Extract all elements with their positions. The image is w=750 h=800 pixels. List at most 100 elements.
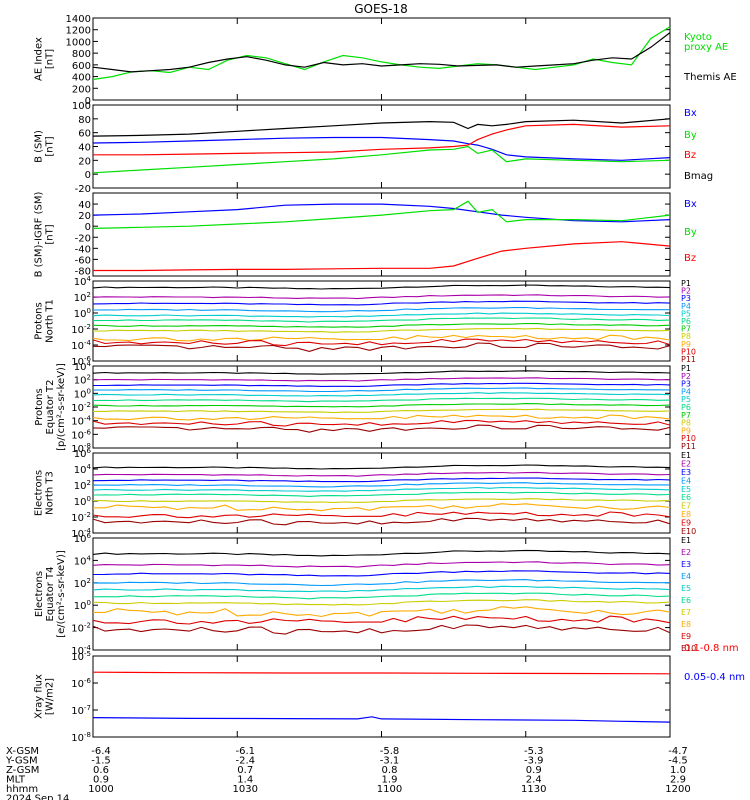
- legend-e1: E1: [681, 451, 691, 460]
- y-tick-label: 1000: [66, 37, 91, 48]
- x-row-value: 1.4: [237, 775, 253, 786]
- x-row-value: 1.9: [382, 775, 398, 786]
- panel-protons-t1: 10-6 10-4 10-2 100 102 104 ProtonsNorth T1 P1P2…: [34, 275, 697, 368]
- y-tick-label: 10-6: [71, 677, 91, 690]
- x-row-value: -3.9: [524, 756, 544, 767]
- series-line-themis-ae: [92, 32, 671, 73]
- channel-line-e6: [92, 491, 671, 497]
- x-row-value: 2.4: [526, 775, 542, 786]
- x-row-value: -1.5: [91, 756, 111, 767]
- y-tick-label: 106: [74, 447, 92, 460]
- y-axis-label: ElectronsNorth T3: [34, 470, 56, 516]
- y-tick-label: 600: [72, 61, 91, 72]
- y-tick-label: 10-5: [71, 650, 91, 663]
- y-axis-label: Xray flux[W/m2]: [34, 674, 56, 719]
- y-tick-label: 10-6: [71, 355, 91, 368]
- y-tick-label: 10-2: [71, 401, 91, 414]
- legend-p2: P2: [681, 372, 691, 381]
- y-tick-label: 10-8: [71, 442, 91, 455]
- y-tick-label: 102: [74, 291, 91, 304]
- x-row-value: 2.9: [670, 775, 686, 786]
- series-line-bx: [92, 136, 671, 161]
- y-tick-label: 10-4: [71, 527, 91, 540]
- channel-line-p3: [93, 382, 671, 387]
- x-row-label: Z-GSM: [6, 765, 39, 776]
- legend-entry: By: [684, 130, 697, 141]
- channel-line-e2: [92, 561, 671, 568]
- channel-line-p8: [93, 327, 671, 333]
- y-tick-label: 40: [78, 200, 91, 211]
- y-tick-label: 1400: [66, 14, 91, 25]
- channel-line-e10: [92, 517, 671, 526]
- legend-entry: 0.1-0.8 nm: [684, 643, 739, 654]
- channel-line-p11: [92, 424, 671, 433]
- y-tick-label: -20: [75, 184, 91, 195]
- x-axis-table: X-GSM -6.4 -6.1 -5.8 -5.3 -4.7 Y-GSM -1.5 -2.4 -3…: [5, 746, 691, 800]
- y-tick-label: -20: [75, 233, 91, 244]
- x-row-label: MLT: [6, 775, 26, 786]
- y-tick-label: 0: [85, 96, 91, 107]
- y-tick-label: 10-2: [71, 323, 91, 336]
- y-tick-label: 10-4: [71, 339, 91, 352]
- legend-e9: E9: [681, 632, 691, 641]
- channel-line-p5: [92, 312, 671, 318]
- legend-e7: E7: [681, 502, 691, 511]
- legend-e5: E5: [681, 584, 691, 593]
- legend-p1: P1: [681, 364, 691, 373]
- legend-e7: E7: [681, 608, 691, 617]
- series-line-by: [92, 145, 671, 174]
- legend-e2: E2: [681, 548, 691, 557]
- x-row-value: 0.6: [93, 765, 109, 776]
- channel-line-p3: [92, 300, 671, 306]
- channel-line-p9: [92, 414, 671, 421]
- x-row-value: 1000: [88, 784, 113, 795]
- channel-line-p6: [92, 317, 671, 323]
- channel-line-e9: [92, 511, 671, 519]
- x-row-value: 1.0: [670, 765, 686, 776]
- legend-e10: E10: [681, 527, 696, 536]
- legend-p8: P8: [681, 419, 691, 428]
- panel-frame: [92, 104, 671, 189]
- legend-entry: Bx: [684, 199, 697, 210]
- legend-e8: E8: [681, 620, 691, 629]
- y-axis-label: AE Index[nT]: [34, 37, 56, 81]
- legend-e1: E1: [681, 536, 691, 545]
- channel-line-p2: [92, 294, 671, 300]
- legend-p7: P7: [681, 411, 691, 420]
- y-tick-label: -40: [75, 244, 91, 255]
- legend-e9: E9: [681, 519, 691, 528]
- x-row-value: 0.9: [93, 775, 109, 786]
- y-tick-label: 10-4: [71, 644, 91, 657]
- channel-line-p10: [92, 419, 671, 427]
- panel-xray: 10-8 10-7 10-6 10-5 Xray flux[W/m2] 0.1-0.8 n…: [34, 643, 746, 744]
- channel-line-e9: [92, 615, 671, 625]
- legend-e4: E4: [681, 476, 691, 485]
- panel-electrons-t4: 10-4 10-2 100 102 104 106 ElectronsEquator T4[…: [34, 532, 696, 657]
- x-row-value: 0.7: [237, 765, 253, 776]
- y-tick-label: 1200: [66, 26, 91, 37]
- legend-entry: Bz: [684, 150, 696, 161]
- series-line-0-1-0-8-nm: [92, 671, 671, 675]
- y-axis-label: B (SM)-IGRF (SM)[nT]: [34, 192, 56, 278]
- legend-e3: E3: [681, 468, 691, 477]
- y-tick-label: 100: [74, 495, 91, 508]
- y-tick-label: 10-4: [71, 415, 91, 428]
- legend-e2: E2: [681, 459, 691, 468]
- series-line-kyoto-proxy-ae: [92, 26, 671, 81]
- x-row-value: -5.8: [380, 746, 400, 757]
- legend-e4: E4: [681, 572, 691, 581]
- legend-p11: P11: [681, 442, 696, 451]
- y-tick-label: 104: [74, 360, 92, 373]
- y-tick-label: 10-6: [71, 428, 91, 441]
- legend-entry: Kyoto: [684, 32, 712, 43]
- legend-entry: Bz: [684, 253, 696, 264]
- y-tick-label: 106: [74, 532, 92, 545]
- y-tick-label: 104: [74, 554, 92, 567]
- y-tick-label: 10-2: [71, 622, 91, 635]
- y-axis-label: B (SM)[nT]: [34, 130, 56, 163]
- date-label: 2024 Sep 14: [6, 794, 69, 800]
- legend-entry: By: [684, 227, 697, 238]
- legend-e3: E3: [681, 560, 691, 569]
